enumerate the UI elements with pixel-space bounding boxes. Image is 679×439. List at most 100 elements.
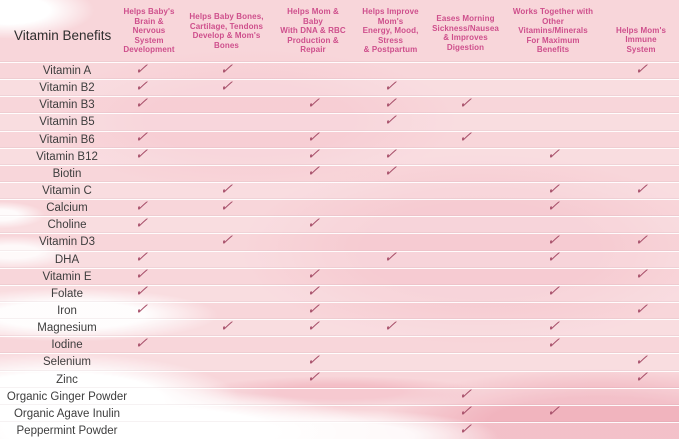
table-row: Vitamin B2 ✓ ✓ ✓	[0, 76, 679, 97]
checkmark-icon: ✓	[305, 265, 321, 284]
empty-cell	[503, 80, 603, 96]
check-cell: ✓	[353, 162, 428, 182]
empty-cell	[503, 354, 603, 370]
check-cell: ✓	[503, 402, 603, 422]
table-row: Iodine ✓ ✓	[0, 333, 679, 353]
checkmark-icon: ✓	[133, 333, 149, 352]
empty-cell	[428, 183, 503, 199]
empty-cell	[353, 372, 428, 388]
checkmark-icon: ✓	[545, 402, 561, 421]
empty-cell	[428, 63, 503, 79]
empty-cell	[180, 337, 273, 353]
empty-cell	[353, 183, 428, 199]
empty-cell	[428, 217, 503, 233]
checkmark-icon: ✓	[133, 76, 149, 95]
empty-cell	[428, 269, 503, 285]
checkmark-icon: ✓	[545, 333, 561, 352]
checkmark-icon: ✓	[383, 93, 398, 112]
checkmark-icon: ✓	[383, 145, 398, 164]
table-row: Folate ✓ ✓ ✓	[0, 282, 679, 302]
checkmark-icon: ✓	[545, 196, 561, 215]
empty-cell	[118, 389, 180, 405]
row-label: Magnesium	[37, 322, 97, 335]
check-cell: ✓	[428, 93, 503, 113]
empty-cell	[180, 269, 273, 285]
row-label: Iron	[57, 305, 77, 318]
checkmark-icon: ✓	[219, 59, 234, 78]
checkmark-icon: ✓	[633, 368, 649, 387]
table-row: Vitamin C ✓ ✓ ✓	[0, 179, 679, 200]
checkmark-icon: ✓	[458, 385, 473, 404]
checkmark-icon: ✓	[133, 299, 149, 318]
empty-cell	[118, 354, 180, 370]
empty-cell	[180, 389, 273, 405]
empty-cell	[118, 166, 180, 182]
row-label: Vitamin C	[42, 185, 92, 198]
empty-cell	[428, 337, 503, 353]
table-row: Organic Ginger Powder ✓	[0, 385, 679, 405]
checkmark-icon: ✓	[305, 128, 321, 147]
check-cell: ✓	[503, 196, 603, 216]
row-label: Vitamin E	[42, 270, 92, 283]
check-cell: ✓	[180, 197, 273, 216]
empty-cell	[603, 389, 679, 405]
checkmark-icon: ✓	[305, 145, 321, 164]
checkmark-icon: ✓	[219, 179, 234, 198]
empty-cell	[428, 252, 503, 268]
empty-cell	[180, 97, 273, 113]
empty-cell	[180, 252, 273, 268]
check-cell: ✓	[118, 248, 180, 268]
checkmark-icon: ✓	[133, 248, 149, 267]
row-label: Vitamin B2	[39, 82, 95, 95]
empty-cell	[503, 423, 603, 439]
checkmark-icon: ✓	[545, 248, 561, 267]
row-label: Biotin	[52, 167, 82, 180]
empty-cell	[118, 406, 180, 422]
column-header-immune-system: Helps Mom's Immune System	[615, 25, 667, 54]
empty-cell	[118, 114, 180, 130]
row-label: Iodine	[51, 339, 83, 352]
checkmark-icon: ✓	[458, 93, 473, 112]
checkmark-icon: ✓	[305, 299, 321, 318]
checkmark-icon: ✓	[219, 316, 234, 335]
empty-cell	[180, 149, 273, 165]
check-cell: ✓	[180, 77, 273, 96]
empty-cell	[273, 183, 353, 199]
checkmark-icon: ✓	[545, 282, 561, 301]
empty-cell	[273, 389, 353, 405]
checkmark-icon: ✓	[133, 196, 149, 215]
row-label: Choline	[47, 219, 87, 232]
table-row: Vitamin A ✓ ✓ ✓	[0, 59, 679, 79]
checkmark-icon: ✓	[383, 110, 398, 129]
table-row: Biotin ✓ ✓	[0, 162, 679, 182]
empty-cell	[603, 406, 679, 422]
check-cell: ✓	[118, 94, 180, 113]
empty-cell	[353, 200, 428, 216]
check-cell: ✓	[118, 299, 180, 319]
table-row: Vitamin B3 ✓ ✓ ✓ ✓	[0, 93, 679, 113]
column-header-works-together: Works Together with Other Vitamins/Miner…	[512, 7, 594, 55]
empty-cell	[273, 406, 353, 422]
checkmark-icon: ✓	[383, 162, 398, 181]
checkmark-icon: ✓	[633, 350, 649, 369]
empty-cell	[428, 149, 503, 165]
check-cell: ✓	[503, 145, 603, 165]
row-label: Organic Ginger Powder	[6, 390, 128, 403]
empty-cell	[353, 337, 428, 353]
checkmark-icon: ✓	[633, 299, 649, 318]
checkmark-icon: ✓	[133, 59, 149, 78]
empty-cell	[353, 389, 428, 405]
column-header-dna-rbc: Helps Mom & Baby With DNA & RBC Producti…	[280, 7, 346, 55]
row-label: Calcium	[46, 202, 88, 215]
check-cell: ✓	[353, 317, 428, 336]
empty-cell	[428, 166, 503, 182]
empty-cell	[603, 132, 679, 148]
table-row: Vitamin B12 ✓ ✓ ✓ ✓	[0, 145, 679, 165]
row-label: Selenium	[43, 356, 91, 369]
check-cell: ✓	[273, 162, 353, 182]
empty-cell	[603, 114, 679, 130]
check-cell: ✓	[273, 94, 353, 113]
empty-cell	[503, 372, 603, 388]
row-label: Zinc	[56, 373, 78, 386]
